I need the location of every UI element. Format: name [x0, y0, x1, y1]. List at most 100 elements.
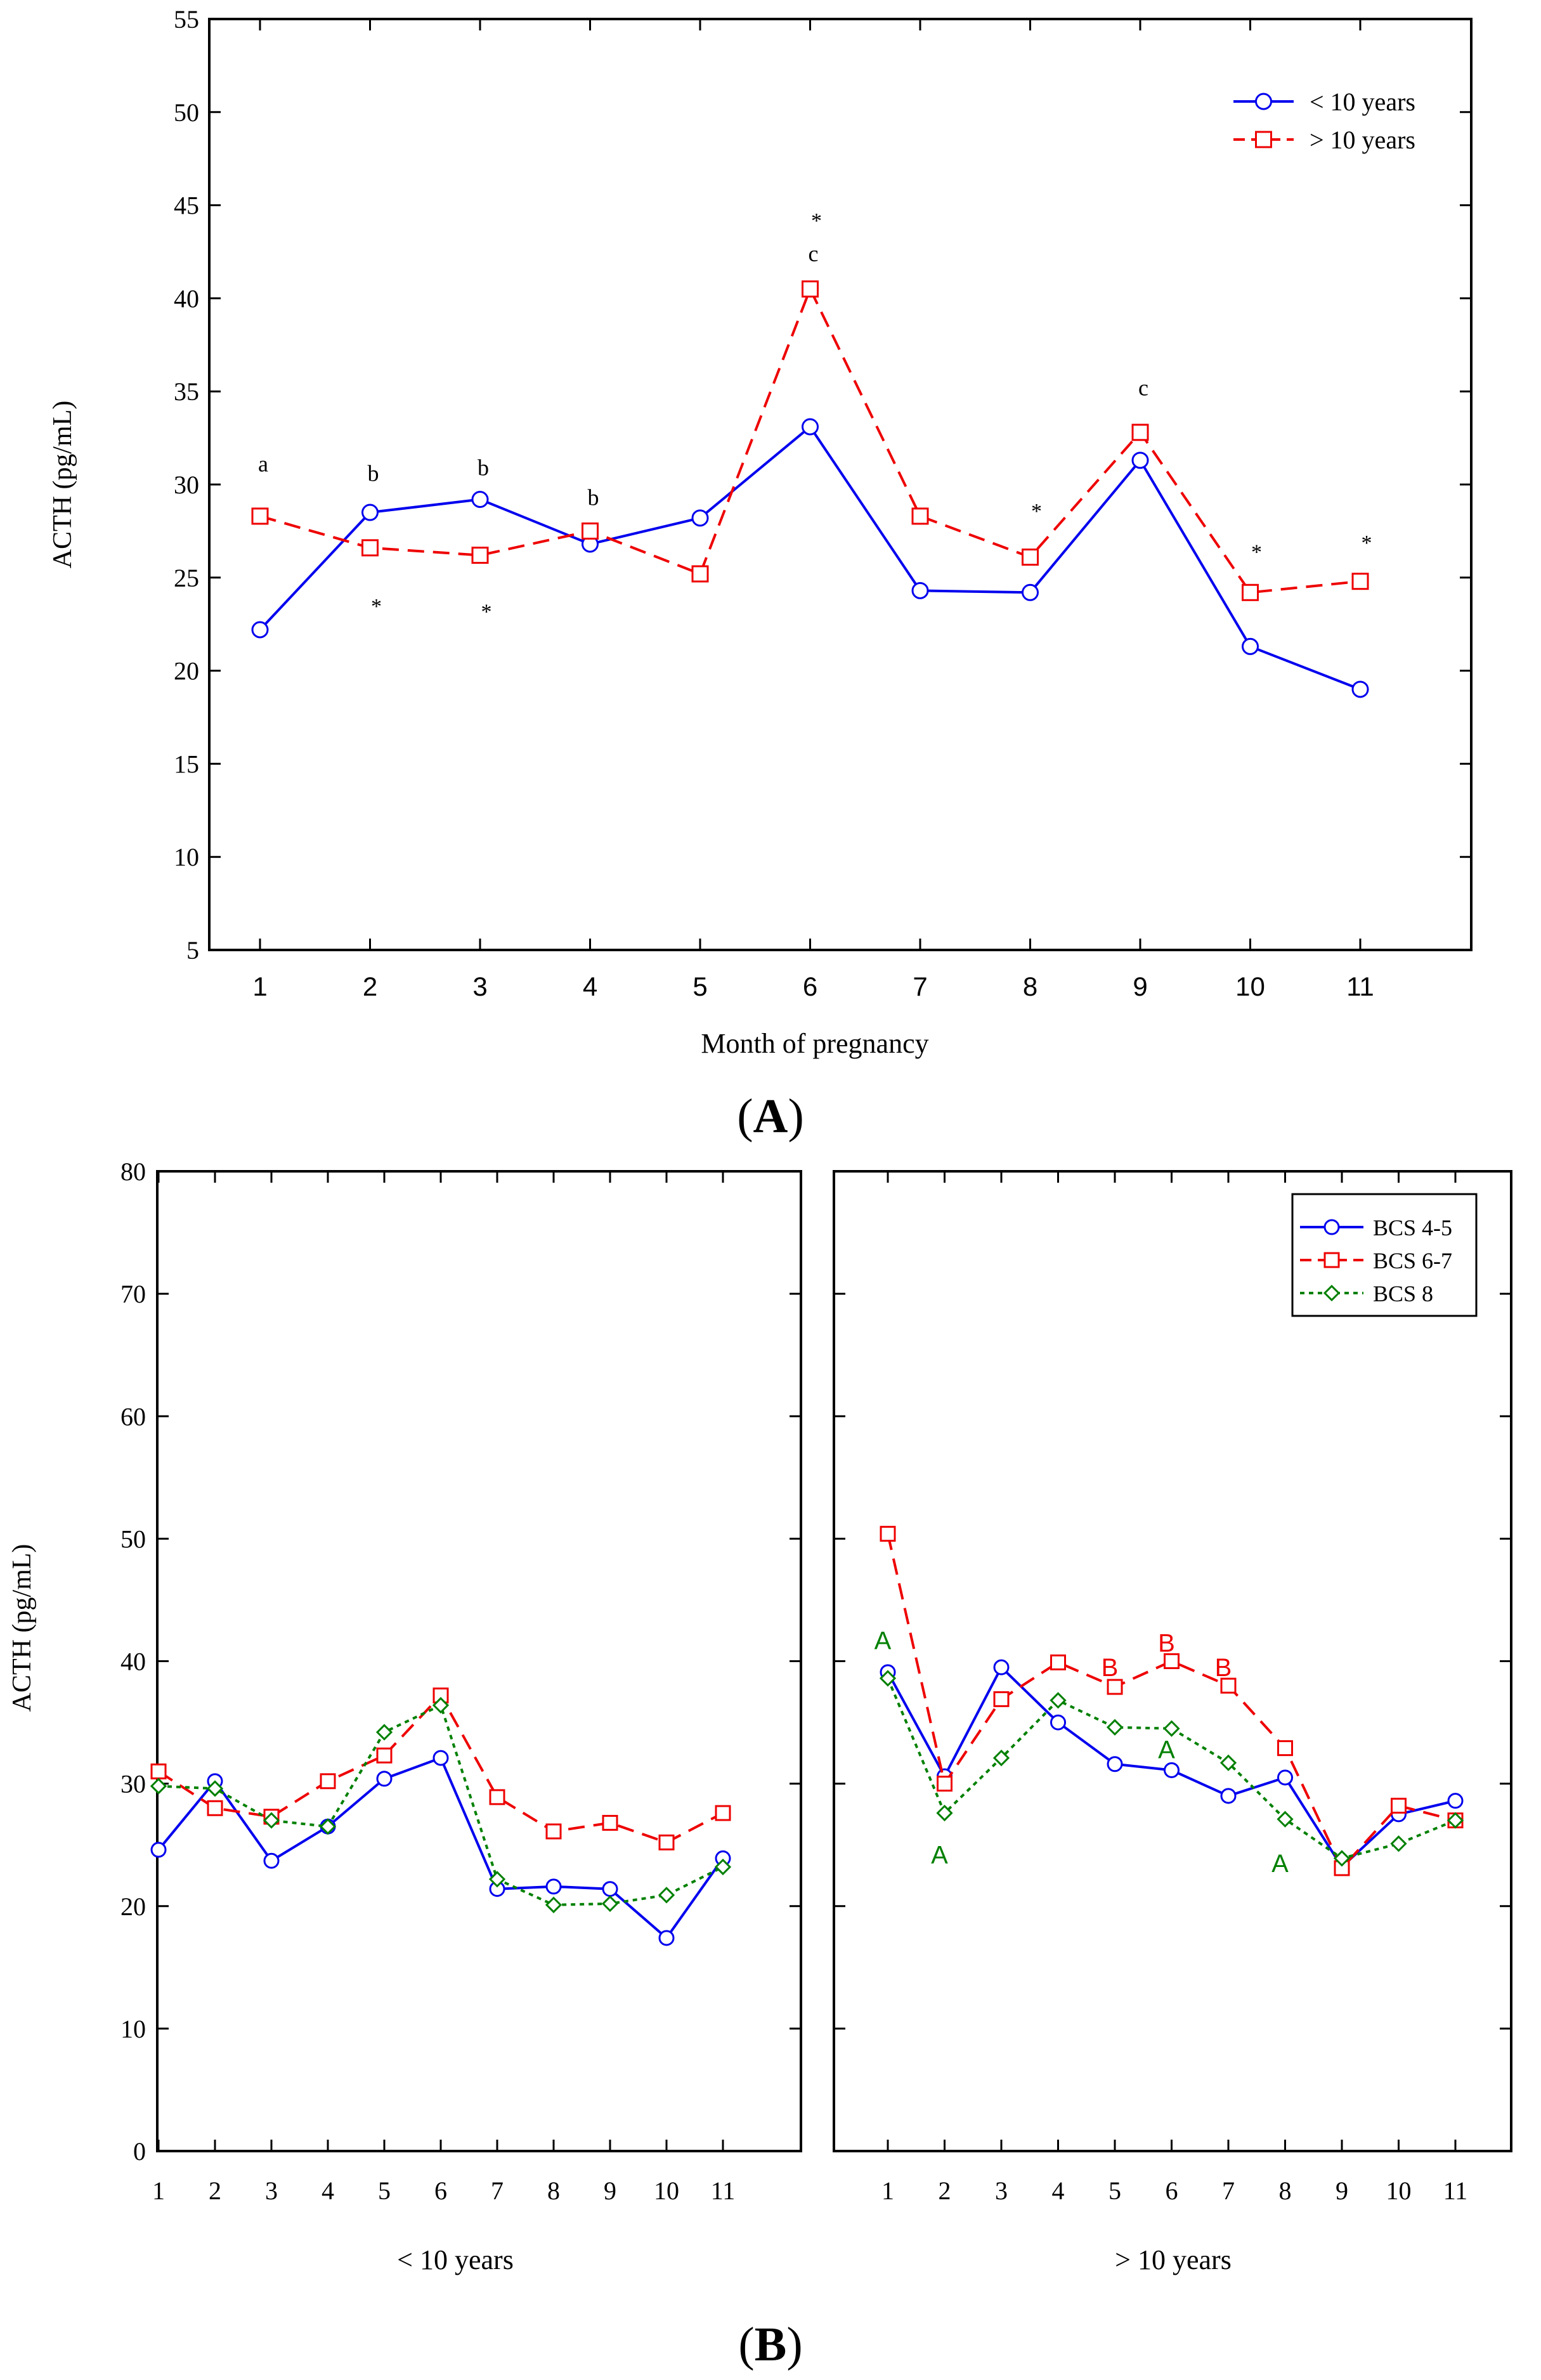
panel-b-sub1-series-1-point — [993, 1691, 1010, 1707]
panel-b-sub0-series-0-point — [658, 1930, 675, 1946]
panel-b-sub1-series-2-point — [936, 1804, 953, 1822]
panel-b-sub1-series-2-point — [1333, 1850, 1351, 1867]
panel-b-y-axis-title: ACTH (pg/mL) — [8, 1544, 37, 1712]
panel-a-legend: < 10 years > 10 years — [1233, 88, 1415, 154]
panel-a-legend-sample-1-marker — [1255, 131, 1272, 148]
panel-b-annotation: A — [1271, 1850, 1289, 1878]
panel-a-x-tick-label: 1 — [252, 972, 267, 1001]
panel-a-legend-sample-0-marker — [1255, 93, 1272, 110]
panel-b-sub1-series-2-point — [1050, 1692, 1067, 1709]
panel-b-series — [150, 1526, 1464, 1946]
panel-b-sub0-series-0-point — [545, 1878, 562, 1895]
panel-a-series-0-point — [802, 418, 819, 436]
panel-a-annotation: c — [809, 241, 819, 266]
panel-a-series-1-point — [1351, 573, 1369, 590]
panel-a-annotation: b — [588, 485, 599, 510]
panel-b-y-tick-label: 30 — [120, 1770, 146, 1798]
panel-b-x-tick-label-1: 10 — [1386, 2176, 1412, 2205]
panel-a-annotations: a b b b c c * * * * * * — [258, 209, 1372, 624]
panel-a-y-tick-label: 30 — [174, 471, 199, 499]
panel-b-left-plot-frame — [156, 1170, 802, 2152]
panel-b-sub1-series-1-point — [937, 1776, 953, 1792]
panel-a-series-0-line — [259, 425, 1361, 691]
panel-b-legend-box — [1291, 1193, 1478, 1317]
panel-b-sub0-series-2-point — [714, 1858, 732, 1876]
panel-b-sub0-series-1-point — [489, 1789, 505, 1805]
panel-a-x-tick-label: 7 — [913, 972, 927, 1001]
panel-b-sub1-series-1-point — [880, 1526, 896, 1542]
panel-b-sub0-series-2-point — [150, 1778, 167, 1795]
panel-b-y-tick-label: 0 — [133, 2137, 146, 2166]
panel-b-x-tick-label-0: 4 — [322, 2176, 334, 2205]
panel-b-sub0-series-0-point — [432, 1750, 449, 1766]
panel-a-y-tick-label: 20 — [174, 657, 199, 686]
panel-a-series-1-point — [1022, 549, 1039, 566]
panel-b-x-tick-label-1: 2 — [939, 2176, 951, 2205]
panel-a-y-tick-label: 45 — [174, 192, 199, 220]
panel-a-series-1-point — [1242, 583, 1259, 601]
panel-b-sub0-series-1-point — [545, 1823, 562, 1840]
panel-b-sub0-series-2-point — [432, 1696, 450, 1714]
panel-a-series-0-point — [1022, 583, 1039, 601]
panel-b-x-tick-label-0: 10 — [654, 2176, 679, 2205]
panel-a-annotation: c — [1138, 375, 1148, 400]
panel-b-sub0-series-1-point — [658, 1834, 675, 1850]
panel-b-sub0-series-2-point — [206, 1780, 224, 1797]
panel-b-x-tick-label-1: 6 — [1166, 2176, 1178, 2205]
panel-a-annotation: * — [1362, 531, 1372, 555]
panel-b-x-tick-label-1: 3 — [995, 2176, 1008, 2205]
panel-b-y-tick-label: 10 — [120, 2015, 146, 2043]
panel-a-series-1-point — [471, 547, 489, 564]
panel-b-sub0-series-2-point — [545, 1896, 562, 1913]
panel-a-x-tick-label: 6 — [803, 972, 817, 1001]
panel-a-annotation: b — [368, 460, 379, 486]
panel-b-sub1-series-2-point — [992, 1749, 1010, 1767]
panel-a-y-tick-label: 50 — [174, 98, 199, 127]
panel-b-sub1-series-1-point — [1164, 1653, 1180, 1669]
panel-b-sub1-series-1-point — [1277, 1740, 1293, 1757]
panel-b-x-tick-label-1: 7 — [1222, 2176, 1235, 2205]
panel-b-sub0-series-0-point — [150, 1842, 167, 1858]
panel-b-x-tick-label-1: 9 — [1336, 2176, 1348, 2205]
panel-b-sub0-series-2-point — [319, 1818, 337, 1835]
panel-a-x-tick-label: 9 — [1133, 972, 1147, 1001]
panel-b-legend-label: BCS 6-7 — [1373, 1248, 1452, 1273]
panel-a-series-1-point — [582, 522, 599, 540]
panel-b-sub0-series-2-point — [263, 1812, 280, 1829]
panel-a-y-tick-label: 55 — [174, 5, 199, 34]
panel-a-plot-frame — [208, 18, 1473, 951]
panel-b-legend-label: BCS 4-5 — [1373, 1215, 1452, 1240]
panel-a-series-0-point — [1351, 680, 1369, 698]
panel-b-y-axis: 0 10 20 30 40 50 60 70 80 — [120, 1157, 1511, 2166]
panel-b-x-tick-label-0: 8 — [547, 2176, 560, 2205]
panel-b-x-axes: 1 2 3 4 5 6 7 8 9 10 11 1 2 3 4 5 6 7 8 9 10 11 — [152, 1171, 1467, 2205]
panel-b-legend-sample-0-marker — [1323, 1219, 1340, 1235]
panel-a-series-0-point — [691, 509, 709, 527]
panel-b-sub1-series-2-point — [1277, 1811, 1294, 1828]
panel-a-annotation: a — [258, 452, 268, 477]
panel-a-y-axis-title: ACTH (pg/mL) — [48, 401, 77, 569]
panel-a-series-0-point — [471, 490, 489, 508]
panel-a-series-1-point — [802, 280, 819, 298]
panel-b-sub1-series-2-point — [1447, 1812, 1464, 1829]
panel-a-series-1-line — [259, 287, 1361, 594]
panel-b-x-tick-label-1: 11 — [1443, 2176, 1468, 2205]
panel-b-x-tick-label-1: 4 — [1052, 2176, 1065, 2205]
panel-b-x-tick-label-0: 2 — [209, 2176, 221, 2205]
panel-a-annotation: * — [481, 601, 492, 624]
panel-b-sub0-series-0-line — [157, 1757, 724, 1939]
panel-a-legend-label: > 10 years — [1310, 126, 1415, 154]
panel-a-annotation: * — [811, 209, 822, 233]
panel-b-sub1-series-1-point — [1391, 1797, 1407, 1814]
panel-b-sub1-series-1-point — [1050, 1654, 1066, 1670]
panel-b-sub1-series-0-point — [1164, 1762, 1180, 1778]
panel-b-sub0-series-0-point — [376, 1771, 393, 1787]
panel-b-legend-sample-1-marker — [1323, 1252, 1340, 1268]
panel-b-sub0-series-1-point — [602, 1814, 618, 1831]
panel-b-x-tick-label-1: 5 — [1109, 2176, 1121, 2205]
panel-b-x-tick-label-1: 1 — [881, 2176, 894, 2205]
panel-a-y-tick-label: 25 — [174, 564, 199, 592]
panel-b-sub0-series-1-point — [320, 1773, 336, 1790]
panel-b-sub1-series-0-point — [1447, 1793, 1464, 1809]
panel-b-annotations: A A A A B B B — [875, 1627, 1289, 1878]
